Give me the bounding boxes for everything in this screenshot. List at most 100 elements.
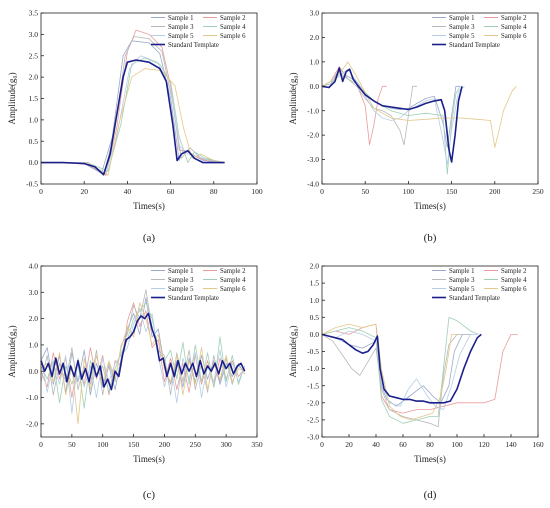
y-tick-label: 2.0 — [29, 73, 39, 82]
legend-entry: Standard Template — [449, 42, 500, 49]
y-axis-label: Amplitude(g₀) — [7, 325, 17, 377]
chart-panel-4: 0 20 40 60 80 100 120 140 160 -3.0 -2.5 -2.0 -1.5 -1.… — [288, 262, 544, 501]
series-line-sample-2 — [321, 66, 387, 146]
panel-label: (d) — [424, 489, 437, 501]
legend-entry: Sample 4 — [501, 24, 527, 31]
legend-entry: Sample 3 — [449, 277, 475, 284]
x-tick-label: 0 — [39, 440, 43, 449]
chart-panel-3: 0 50 100 150 200 250 300 350 -2.0 -1.0 0.0 1.0 2.0 3.… — [7, 262, 263, 501]
legend-entry: Sample 5 — [168, 286, 194, 293]
series-line-sample-4 — [321, 316, 479, 424]
x-tick-label: 0 — [320, 187, 324, 196]
y-tick-label: -1.0 — [307, 364, 319, 373]
x-tick-label: 120 — [478, 440, 490, 449]
chart-panel-2: 0 50 100 150 200 250 -4.0 -3.0 -2.0 -1.0 0.0 1.0 2.0… — [288, 9, 544, 244]
legend-entry: Sample 2 — [220, 15, 246, 22]
legend-entry: Sample 5 — [449, 33, 475, 40]
legend-entry: Sample 3 — [168, 24, 194, 31]
y-tick-label: -1.0 — [26, 393, 38, 402]
series-line-sample-3 — [321, 334, 466, 428]
x-tick-label: 60 — [167, 187, 175, 196]
y-tick-label: 1.0 — [29, 115, 39, 124]
x-tick-label: 250 — [532, 187, 544, 196]
y-tick-label: 3.0 — [29, 30, 39, 39]
x-tick-label: 300 — [221, 440, 233, 449]
y-tick-label: 1.0 — [29, 341, 39, 350]
legend-entry: Sample 2 — [220, 268, 246, 275]
y-tick-label: 3.0 — [310, 9, 320, 18]
legend-entry: Sample 4 — [501, 277, 527, 284]
x-tick-label: 200 — [489, 187, 501, 196]
legend-entry: Sample 6 — [220, 286, 246, 293]
legend-entry: Sample 4 — [220, 24, 246, 31]
series-line-standard-template — [40, 312, 246, 391]
series-line-sample-5 — [40, 307, 246, 414]
legend-entry: Sample 1 — [168, 15, 194, 22]
x-tick-label: 350 — [251, 440, 263, 449]
series-line-sample-3 — [41, 36, 225, 176]
series-line-sample-6 — [40, 302, 245, 425]
y-tick-label: -2.0 — [307, 398, 319, 407]
chart-panel-1: 0 20 40 60 80 100 -0.5 0.0 0.5 1.0 1.5 2.0 2.5 3.0 3.5… — [7, 9, 263, 244]
series-line-sample-5 — [321, 68, 465, 165]
y-tick-label: -2.0 — [307, 131, 319, 140]
y-tick-label: 0.0 — [310, 82, 320, 91]
y-axis-label: Amplitude(g₀) — [288, 325, 298, 377]
y-axis-label: Amplitude(g₀) — [288, 72, 298, 124]
legend-entry: Standard Template — [168, 42, 219, 49]
panel-label: (a) — [143, 232, 156, 244]
y-tick-label: -2.0 — [26, 419, 38, 428]
x-tick-label: 40 — [372, 440, 380, 449]
legend-entry: Sample 2 — [501, 268, 527, 275]
y-tick-label: -0.5 — [307, 347, 319, 356]
legend-entry: Sample 5 — [168, 33, 194, 40]
legend-entry: Sample 4 — [220, 277, 246, 284]
x-tick-label: 0 — [39, 187, 43, 196]
y-tick-label: -2.5 — [307, 416, 319, 425]
x-tick-label: 150 — [446, 187, 458, 196]
legend-entry: Sample 5 — [449, 286, 475, 293]
x-axis-label: Times(s) — [133, 201, 165, 211]
y-tick-label: 0.0 — [29, 367, 39, 376]
x-tick-label: 250 — [190, 440, 202, 449]
x-axis-label: Times(s) — [133, 454, 165, 464]
x-tick-label: 160 — [532, 440, 544, 449]
x-tick-label: 20 — [80, 187, 88, 196]
x-tick-label: 60 — [399, 440, 407, 449]
legend: Sample 1 Sample 2 Sample 3 Sample 4 Sample 5… — [432, 15, 527, 49]
legend-entry: Sample 3 — [168, 277, 194, 284]
legend-entry: Sample 1 — [449, 268, 475, 275]
series-line-sample-6 — [321, 323, 457, 421]
x-tick-label: 100 — [97, 440, 109, 449]
series-line-sample-6 — [321, 61, 517, 148]
y-tick-label: 1.0 — [310, 57, 320, 66]
legend-entry: Standard Template — [168, 295, 219, 302]
x-tick-label: 100 — [451, 440, 463, 449]
panel-label: (c) — [143, 489, 156, 501]
y-tick-label: 2.0 — [310, 262, 320, 271]
y-tick-label: 1.5 — [310, 279, 320, 288]
x-tick-label: 200 — [159, 440, 171, 449]
series-line-sample-1 — [321, 68, 461, 148]
panel-label: (b) — [424, 232, 437, 244]
y-tick-label: 3.0 — [29, 288, 39, 297]
y-tick-label: 0.5 — [29, 137, 39, 146]
y-tick-label: 1.0 — [310, 296, 320, 305]
x-tick-label: 50 — [68, 440, 76, 449]
y-tick-label: -4.0 — [307, 180, 319, 189]
x-tick-label: 20 — [345, 440, 353, 449]
x-tick-label: 0 — [320, 440, 324, 449]
legend-entry: Sample 6 — [501, 33, 527, 40]
legend-entry: Sample 6 — [501, 286, 527, 293]
legend-entry: Sample 3 — [449, 24, 475, 31]
y-tick-label: -1.5 — [307, 381, 319, 390]
x-tick-label: 80 — [210, 187, 218, 196]
y-tick-label: -1.0 — [307, 106, 319, 115]
legend-entry: Standard Template — [449, 295, 500, 302]
x-tick-label: 150 — [128, 440, 140, 449]
x-tick-label: 100 — [403, 187, 415, 196]
series-line-sample-4 — [41, 57, 225, 172]
y-axis-label: Amplitude(g₀) — [7, 72, 17, 124]
series-line-sample-5 — [321, 330, 479, 410]
